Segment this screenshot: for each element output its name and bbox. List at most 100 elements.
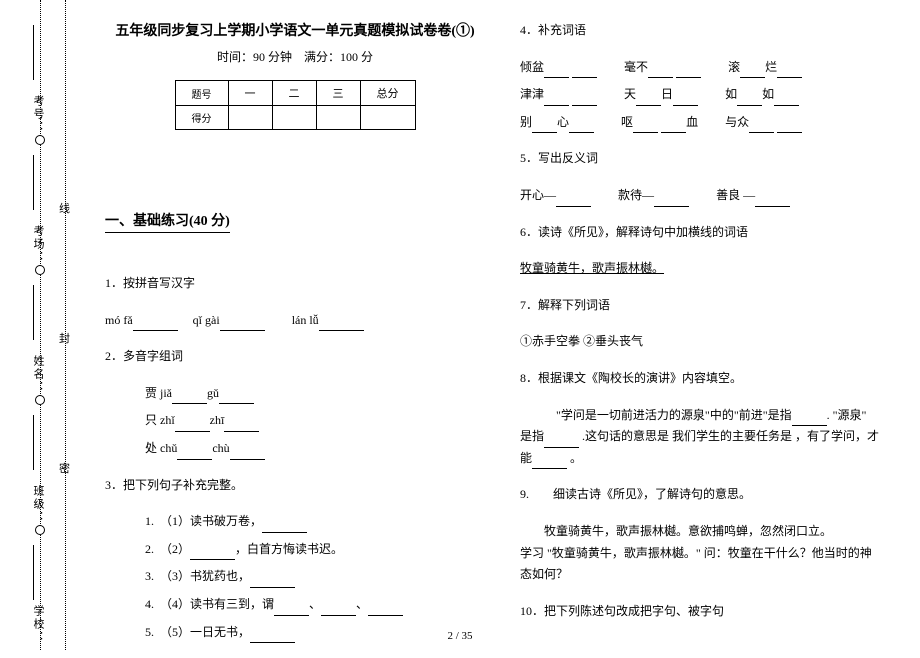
q4-w: 如 (762, 87, 774, 101)
blank (749, 119, 774, 133)
label-class: 班级： (30, 485, 46, 524)
blank (250, 629, 295, 643)
q3-5: 5. （5）一日无书， (145, 625, 250, 639)
exam-subtitle: 时间：90 分钟 满分：100 分 (105, 48, 485, 65)
score-label-num: 题号 (175, 81, 228, 106)
blank (774, 92, 799, 106)
page-content: 五年级同步复习上学期小学语文一单元真题模拟试卷卷(①) 时间：90 分钟 满分：… (105, 20, 905, 658)
q4-w: 心 (557, 115, 569, 129)
q9-p1: 牧童骑黄牛，歌声振林樾。意欲捕鸣蝉，忽然闭口立。 (544, 524, 832, 538)
blank (676, 64, 701, 78)
blank (230, 446, 265, 460)
blank (572, 64, 597, 78)
binding-circle (35, 265, 45, 275)
binding-circle (35, 135, 45, 145)
score-col: 二 (272, 81, 316, 106)
blank (544, 92, 569, 106)
right-column: 4．补充词语 倾盆 毫不 滚烂 津津 天日 如如 别心 呕 血 与众 5．写出反… (500, 20, 895, 658)
q5-body: 开心— 款待— 善良 — (520, 185, 880, 207)
q1-label: 1．按拼音写汉字 (105, 273, 485, 295)
blank (220, 317, 265, 331)
q4-w: 滚 (728, 60, 740, 74)
blank (172, 390, 207, 404)
blank (755, 193, 790, 207)
char-feng: 封 (59, 330, 70, 346)
binding-circle (35, 525, 45, 535)
q5-b: 款待— (618, 188, 654, 202)
score-cell (228, 106, 272, 130)
q4-label: 4．补充词语 (520, 20, 880, 42)
q2-1b: gǔ (207, 386, 219, 400)
blank (636, 92, 661, 106)
score-table: 题号 一 二 三 总分 得分 (175, 80, 416, 130)
score-cell (360, 106, 415, 130)
q1-pinyin2: qǐ gài (193, 313, 220, 327)
q3-3: 3. （3）书犹药也， (145, 569, 250, 583)
q8-a: "学问是一切前进活力的源泉"中的"前进"是指 (556, 408, 792, 422)
binding-circle (35, 395, 45, 405)
blank (532, 119, 557, 133)
q4-w: 血 (686, 115, 698, 129)
q4-body: 倾盆 毫不 滚烂 津津 天日 如如 别心 呕 血 与众 (520, 57, 880, 134)
score-cell (272, 106, 316, 130)
q4-w: 天 (624, 87, 636, 101)
q4-w: 津津 (520, 87, 544, 101)
q2-1a: 贾 jiǎ (145, 386, 172, 400)
char-xian: 线 (59, 200, 70, 216)
blank (319, 317, 364, 331)
blank (556, 193, 591, 207)
exam-title: 五年级同步复习上学期小学语文一单元真题模拟试卷卷(①) (105, 20, 485, 40)
blank (190, 546, 235, 560)
underline-school (33, 545, 41, 600)
q7-line: ①赤手空拳 ②垂头丧气 (520, 331, 880, 353)
underline-number (33, 25, 41, 80)
label-school: 学校： (30, 605, 46, 644)
q5-c: 善良 — (716, 188, 755, 202)
blank (262, 519, 307, 533)
label-name: 姓名： (30, 355, 46, 394)
q1-body: mó fǎ qǐ gài lán lǚ (105, 310, 485, 332)
q2-body: 贾 jiǎ gǔ 只 zhǐ zhī 处 chǔ chù (105, 383, 485, 460)
label-room: 考场： (30, 225, 46, 264)
blank (250, 574, 295, 588)
blank (648, 64, 673, 78)
q3-4a: 4. （4）读书有三到，谓 (145, 597, 274, 611)
q2-3b: chù (212, 441, 229, 455)
q7-label: 7．解释下列词语 (520, 295, 880, 317)
q8-label: 8．根据课文《陶校长的演讲》内容填空。 (520, 368, 880, 390)
underline-name (33, 285, 41, 340)
q9-label: 9. 细读古诗《所见》，了解诗句的意思。 (520, 484, 880, 506)
score-cell (316, 106, 360, 130)
q6-line: 牧童骑黄牛，歌声振林樾。 (520, 258, 880, 280)
binding-margin: 学校： 班级： 姓名： 考场： 考号： 密 封 线 (0, 0, 95, 650)
page-number: 2 / 35 (447, 630, 472, 642)
q4-w: 日 (661, 87, 673, 101)
blank (792, 412, 827, 426)
blank (224, 418, 259, 432)
q2-2b: zhī (210, 413, 225, 427)
blank (569, 119, 594, 133)
q3-2b: ，白首方悔读书迟。 (235, 542, 343, 556)
q10-label: 10．把下列陈述句改成把字句、被字句 (520, 601, 880, 623)
q8-d: 。 (570, 451, 582, 465)
char-mi: 密 (59, 460, 70, 476)
q2-2a: 只 zhǐ (145, 413, 175, 427)
underline-room (33, 155, 41, 210)
q5-label: 5．写出反义词 (520, 148, 880, 170)
q1-pinyin1: mó fǎ (105, 313, 133, 327)
q3-4b: 、 (309, 597, 321, 611)
blank (544, 64, 569, 78)
q8-body: "学问是一切前进活力的源泉"中的"前进"是指. "源泉" 是指 .这句话的意思是… (520, 405, 880, 470)
blank (219, 390, 254, 404)
blank (532, 455, 567, 469)
dotted-line-2 (65, 0, 66, 650)
blank (321, 602, 356, 616)
score-label-pts: 得分 (175, 106, 228, 130)
q2-3a: 处 chǔ (145, 441, 177, 455)
q3-4c: 、 (356, 597, 368, 611)
blank (544, 434, 579, 448)
q1-pinyin3: lán lǚ (292, 313, 319, 327)
q4-w: 如 (725, 87, 737, 101)
q4-w: 别 (520, 115, 532, 129)
blank (673, 92, 698, 106)
